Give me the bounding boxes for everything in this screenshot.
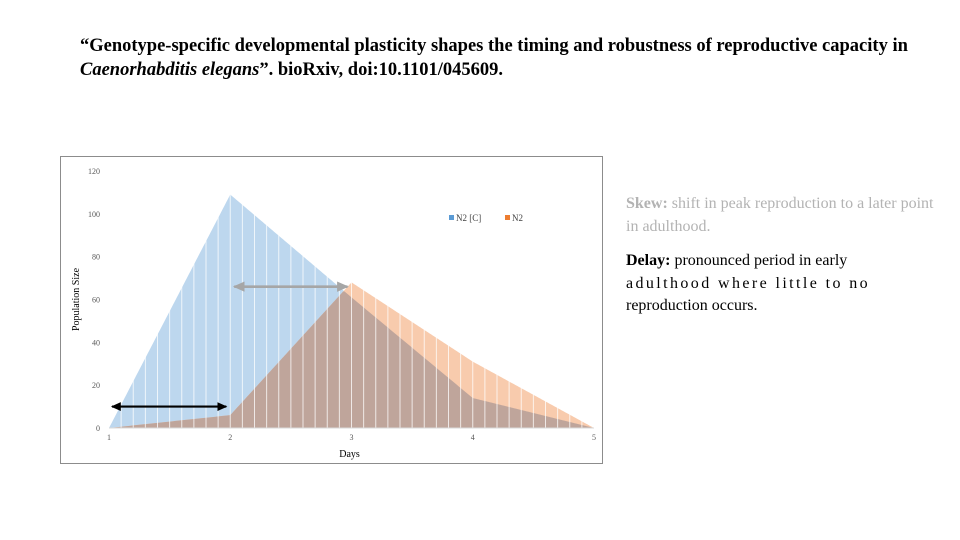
skew-description: shift in peak reproduction to a later po… (626, 195, 934, 235)
title-text: “Genotype-specific developmental plastic… (80, 36, 908, 56)
y-tick-label: 60 (92, 296, 100, 305)
vertical-gridlines (120, 171, 583, 428)
y-tick-label: 100 (88, 210, 100, 219)
title-species: Caenorhabditis elegans (80, 60, 260, 80)
y-tick-label: 20 (92, 381, 100, 390)
y-tick-label: 80 (92, 253, 100, 262)
x-tick-label: 4 (471, 433, 475, 442)
y-tick-label: 120 (88, 167, 100, 176)
slide-title: “Genotype-specific developmental plastic… (80, 34, 910, 82)
chart-frame: 0 20 40 60 80 100 120 1 2 3 4 5 Days Population Size N… (60, 156, 603, 464)
legend: N2 [C] N2 (449, 213, 523, 223)
legend-swatch (505, 215, 510, 220)
x-tick-label: 1 (107, 433, 111, 442)
x-tick-label: 2 (228, 433, 232, 442)
notes-panel: Skew: shift in peak reproduction to a la… (626, 193, 936, 318)
delay-term: Delay: (626, 252, 671, 269)
x-tick-label: 3 (350, 433, 354, 442)
legend-label: N2 (512, 213, 523, 223)
legend-swatch (449, 215, 454, 220)
skew-term: Skew: (626, 195, 668, 212)
delay-description-line2: adulthood where little to no (626, 274, 871, 292)
delay-note: Delay: pronounced period in early adulth… (626, 250, 936, 318)
x-tick-label: 5 (592, 433, 596, 442)
y-tick-label: 40 (92, 338, 100, 347)
title-citation: ”. bioRxiv, doi:10.1101/045609. (259, 60, 503, 80)
delay-description-line3: reproduction occurs. (626, 297, 758, 314)
skew-note: Skew: shift in peak reproduction to a la… (626, 193, 936, 238)
x-axis-title: Days (339, 449, 360, 460)
delay-description-line1: pronounced period in early (670, 252, 848, 269)
legend-label: N2 [C] (456, 213, 481, 223)
y-tick-label: 0 (96, 424, 100, 433)
y-axis-title: Population Size (71, 267, 82, 331)
reproduction-area-chart: 0 20 40 60 80 100 120 1 2 3 4 5 Days Population Size N… (71, 167, 596, 460)
